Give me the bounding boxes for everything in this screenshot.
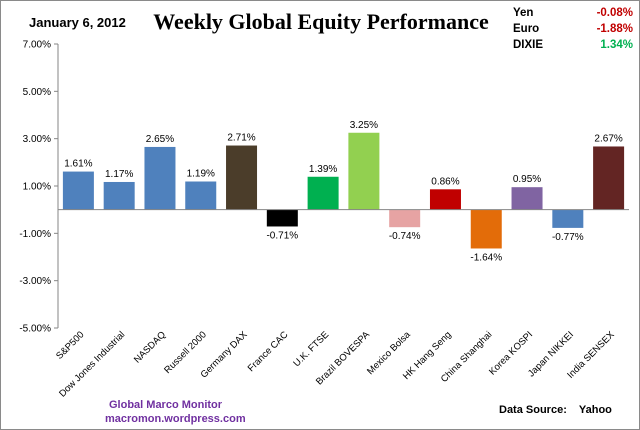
bar	[593, 146, 625, 210]
y-tick-label: -5.00%	[19, 324, 51, 335]
x-tick-label: S&P500	[54, 329, 86, 361]
bar	[266, 209, 298, 227]
y-tick-label: 7.00%	[23, 40, 51, 51]
x-tick-label: NASDAQ	[132, 329, 168, 365]
x-tick-label: U.K. FTSE	[291, 329, 331, 369]
bar	[226, 145, 258, 210]
fx-label: DIXIE	[513, 39, 544, 51]
fx-value: 1.34%	[600, 39, 633, 51]
data-label: -0.74%	[389, 231, 421, 242]
bar	[307, 176, 339, 210]
fx-row-yen: Yen -0.08%	[513, 5, 633, 21]
data-label: 0.86%	[431, 176, 459, 187]
data-label: 1.17%	[105, 169, 133, 180]
data-label: -0.71%	[266, 230, 298, 241]
data-label: 2.71%	[227, 133, 255, 144]
footer-source: Data Source: Yahoo	[499, 404, 612, 416]
date-label: January 6, 2012	[29, 15, 126, 30]
data-label: 0.95%	[513, 174, 541, 185]
fx-value: -1.88%	[596, 23, 633, 35]
bar	[185, 181, 217, 210]
y-tick-label: 3.00%	[23, 134, 51, 145]
data-label: 1.19%	[187, 169, 215, 180]
y-tick-label: -1.00%	[19, 229, 51, 240]
fx-row-dixie: DIXIE 1.34%	[513, 37, 633, 53]
fx-value: -0.08%	[596, 7, 633, 19]
footer-url: macromon.wordpress.com	[105, 413, 246, 425]
data-label: 1.39%	[309, 164, 337, 175]
data-label: 2.67%	[594, 133, 622, 144]
footer-brand: Global Marco Monitor	[109, 399, 223, 411]
bar	[348, 132, 380, 210]
fx-row-euro: Euro -1.88%	[513, 21, 633, 37]
chart-title: Weekly Global Equity Performance	[153, 9, 489, 34]
bar	[103, 181, 135, 210]
data-label: -1.64%	[470, 252, 502, 263]
bar	[429, 189, 461, 210]
y-tick-label: 1.00%	[23, 182, 51, 193]
fx-summary-box: Yen -0.08% Euro -1.88% DIXIE 1.34%	[513, 5, 633, 53]
bar	[552, 209, 584, 228]
y-tick-label: -3.00%	[19, 276, 51, 287]
x-tick-label: France CAC	[246, 329, 291, 374]
fx-label: Yen	[513, 7, 534, 19]
bar	[144, 146, 176, 210]
data-label: -0.77%	[552, 232, 584, 243]
bar	[62, 171, 94, 210]
bar	[470, 209, 502, 249]
bar	[511, 187, 543, 210]
data-label: 1.61%	[64, 159, 92, 170]
data-label: 2.65%	[146, 134, 174, 145]
fx-label: Euro	[513, 23, 540, 35]
y-tick-label: 5.00%	[23, 87, 51, 98]
bar	[389, 209, 421, 228]
data-label: 3.25%	[350, 120, 378, 131]
